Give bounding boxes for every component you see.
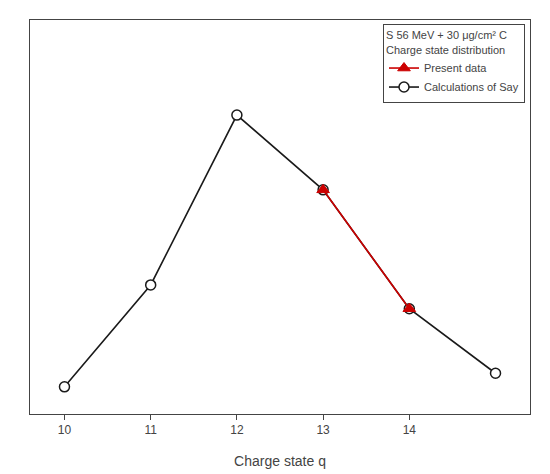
svg-text:11: 11 xyxy=(144,423,157,437)
svg-text:12: 12 xyxy=(230,423,244,437)
svg-text:Calculations of Say: Calculations of Say xyxy=(424,81,519,93)
svg-text:10: 10 xyxy=(58,423,72,437)
svg-text:Present data: Present data xyxy=(424,62,487,74)
svg-text:14: 14 xyxy=(403,423,417,437)
svg-text:13: 13 xyxy=(316,423,330,437)
svg-text:Charge state q: Charge state q xyxy=(234,453,326,469)
svg-text:S 56 MeV + 30 μg/cm² CCharge s: S 56 MeV + 30 μg/cm² CCharge state distr… xyxy=(386,29,507,55)
